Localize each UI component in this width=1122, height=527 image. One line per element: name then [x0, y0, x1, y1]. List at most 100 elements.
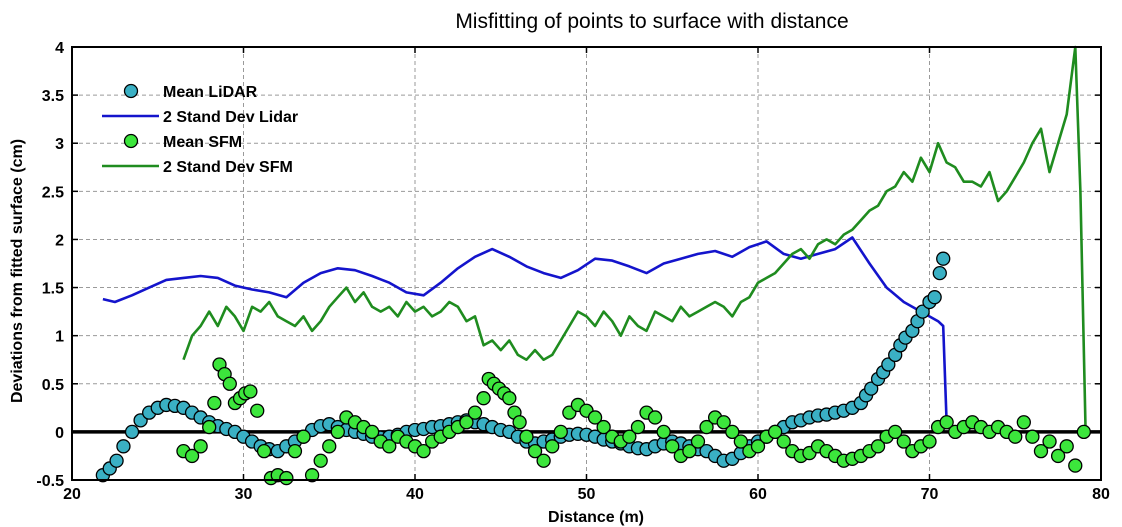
legend-label: 2 Stand Dev Lidar	[163, 109, 298, 126]
series-point	[202, 419, 217, 435]
x-tick-label: 80	[1092, 486, 1110, 503]
series-point	[647, 410, 663, 425]
legend-label: Mean LiDAR	[163, 84, 258, 101]
legend-label: Mean SFM	[163, 134, 242, 151]
series-point	[665, 439, 680, 454]
series-point	[330, 424, 345, 440]
series-point	[1068, 458, 1083, 473]
y-tick-label: 2	[55, 232, 64, 249]
series-point	[502, 391, 517, 406]
series-point	[222, 376, 237, 391]
series-point	[1050, 448, 1066, 464]
y-tick-label: 1	[55, 329, 64, 346]
series-point	[322, 439, 337, 454]
series-point	[881, 357, 896, 372]
series-point	[279, 470, 294, 486]
series-point	[716, 415, 731, 430]
series-point	[768, 424, 783, 440]
x-tick-label: 40	[406, 486, 424, 503]
y-tick-label: 4	[55, 40, 64, 57]
series-point	[527, 443, 543, 459]
series-point	[313, 453, 328, 468]
series-point	[1016, 415, 1031, 430]
series-point	[124, 424, 140, 440]
y-tick-label: 3.5	[42, 88, 64, 105]
series-point	[622, 429, 637, 444]
series-point	[287, 443, 303, 459]
series-line	[102, 236, 948, 423]
grid-lines	[72, 47, 1101, 480]
series-point	[512, 415, 527, 430]
axis-ticks: 20 30 40 50 60 70 80 -0.5 0 0.5 1 1.5 2 2.5 3 3.5 4	[36, 40, 1110, 503]
series-point	[545, 439, 560, 454]
x-tick-label: 60	[749, 486, 767, 503]
plot-area	[72, 45, 1101, 486]
series-point	[927, 290, 942, 305]
x-axis-label: Distance (m)	[548, 509, 644, 526]
series-point	[656, 424, 671, 440]
series-point	[870, 439, 886, 454]
series-point	[699, 419, 714, 435]
series-point	[416, 443, 431, 459]
y-tick-label: 1.5	[42, 281, 64, 298]
series-point	[1008, 429, 1023, 444]
series-point	[193, 439, 208, 454]
y-tick-label: -0.5	[36, 473, 64, 490]
series-point	[725, 424, 740, 440]
x-tick-label: 70	[921, 486, 939, 503]
series-point	[207, 395, 222, 411]
series-point	[109, 453, 124, 468]
series-point	[1042, 434, 1057, 449]
series-point	[596, 419, 611, 435]
series-point	[364, 424, 380, 440]
y-tick-label: 0	[55, 425, 64, 442]
series-point	[915, 304, 930, 319]
series-point	[630, 419, 646, 435]
series-point	[304, 468, 320, 483]
series-point	[587, 410, 603, 425]
series-point	[1076, 424, 1091, 440]
series-point	[922, 434, 937, 449]
y-tick-label: 3	[55, 136, 64, 153]
x-tick-label: 30	[235, 486, 253, 503]
series-point	[1059, 439, 1074, 454]
series-point	[250, 403, 265, 418]
x-tick-label: 20	[63, 486, 81, 503]
series-point	[750, 439, 766, 454]
series-point	[733, 434, 748, 449]
series-point	[932, 265, 947, 281]
series-point	[1033, 443, 1049, 459]
series-point	[864, 381, 879, 396]
series-point	[459, 415, 474, 430]
series-point	[467, 405, 483, 420]
legend-marker	[123, 83, 139, 99]
series-point	[690, 434, 706, 449]
series-point	[553, 424, 568, 440]
series-point	[896, 434, 911, 449]
y-axis-label: Deviations from fitted surface (cm)	[9, 139, 26, 403]
series-point	[296, 429, 311, 444]
chart-title: Misfitting of points to surface with dis…	[455, 10, 848, 33]
series-point	[776, 434, 791, 449]
series-point	[536, 453, 551, 468]
series-point	[936, 251, 951, 266]
series-point	[116, 439, 131, 454]
y-tick-label: 0.5	[42, 377, 64, 394]
legend-marker	[123, 133, 139, 149]
series-point	[1025, 429, 1040, 444]
series-line	[182, 45, 1087, 432]
series-point	[519, 429, 534, 444]
legend: Mean LiDAR 2 Stand Dev Lidar Mean SFM 2 Sta…	[102, 83, 298, 176]
series-point	[382, 439, 397, 454]
series-point	[476, 391, 491, 406]
series-point	[939, 415, 954, 430]
x-tick-label: 50	[578, 486, 596, 503]
series-point	[256, 443, 272, 459]
y-tick-label: 2.5	[42, 184, 64, 201]
series-point	[888, 424, 903, 440]
series-point	[682, 443, 697, 459]
series-point	[184, 448, 200, 464]
series-point	[243, 384, 258, 399]
legend-label: 2 Stand Dev SFM	[163, 159, 293, 176]
